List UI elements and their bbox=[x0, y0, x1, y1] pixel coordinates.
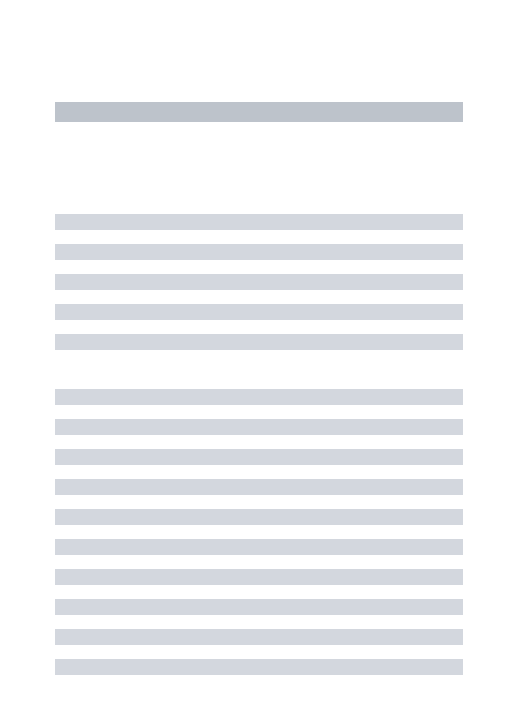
Bar bbox=[55, 479, 463, 495]
Bar bbox=[55, 419, 463, 435]
Bar bbox=[55, 599, 463, 615]
Bar bbox=[55, 244, 463, 260]
Bar bbox=[55, 334, 463, 350]
Bar bbox=[55, 449, 463, 465]
Bar bbox=[55, 539, 463, 555]
Bar bbox=[55, 509, 463, 525]
Bar bbox=[55, 274, 463, 290]
Bar bbox=[55, 214, 463, 230]
Bar bbox=[55, 389, 463, 405]
Bar bbox=[55, 659, 463, 675]
Bar bbox=[55, 569, 463, 585]
Bar bbox=[55, 629, 463, 645]
Bar bbox=[55, 102, 463, 122]
Bar bbox=[55, 304, 463, 320]
